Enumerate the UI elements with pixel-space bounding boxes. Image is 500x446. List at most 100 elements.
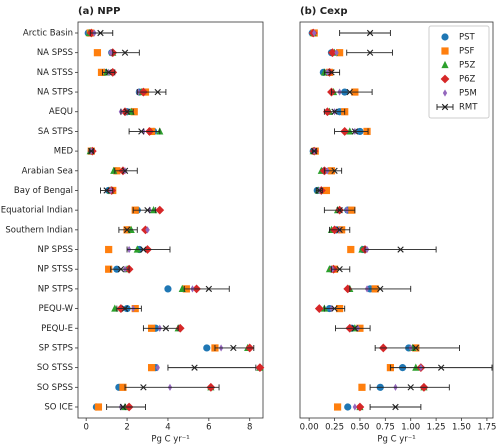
legend-label: P5M (459, 89, 477, 99)
y-tick-label: MED (54, 147, 74, 157)
y-tick-label: NP STPS (38, 284, 73, 294)
marker (397, 246, 404, 253)
marker (347, 245, 355, 254)
y-tick-label: SO SPSS (37, 383, 73, 393)
marker (147, 364, 156, 372)
marker (328, 69, 335, 76)
plot-frame (77, 21, 264, 419)
marker (407, 384, 414, 391)
marker (346, 127, 354, 135)
y-tick-label: SP STPS (39, 343, 73, 353)
marker (336, 226, 343, 234)
y-tick-label: PEQU-W (38, 304, 73, 314)
marker (331, 108, 338, 115)
legend-marker (441, 103, 449, 111)
marker (205, 285, 213, 293)
marker (392, 403, 399, 411)
marker (119, 383, 127, 391)
marker (351, 325, 359, 332)
y-tick-label: NP STSS (37, 265, 73, 275)
x-tick-label: 1.50 (452, 423, 471, 433)
marker (331, 305, 338, 312)
marker (352, 403, 358, 411)
marker (346, 88, 353, 96)
error-bar (183, 285, 230, 292)
y-tick-label: Equatorial Indian (1, 206, 73, 216)
error-bar (339, 30, 391, 36)
x-tick-label: 8 (247, 423, 252, 433)
marker (191, 364, 198, 371)
marker (366, 49, 374, 56)
y-tick-label: NP SPSS (38, 245, 74, 255)
legend-marker (441, 33, 449, 41)
marker (97, 68, 106, 76)
marker (133, 245, 141, 253)
marker (94, 403, 103, 411)
marker (119, 403, 127, 411)
plot-frame (299, 21, 494, 419)
panel-title: (b) Cexp (300, 6, 348, 17)
marker (314, 304, 324, 313)
error-bar (331, 266, 351, 273)
marker (130, 108, 138, 116)
marker (333, 403, 342, 411)
marker (140, 384, 147, 391)
error-bar (167, 364, 257, 371)
error-bar (110, 266, 130, 273)
marker (203, 344, 211, 352)
marker (230, 344, 237, 352)
x-tick-label: 1.00 (401, 423, 420, 433)
marker (322, 186, 331, 195)
marker (438, 364, 445, 371)
error-bar (124, 384, 220, 391)
marker (351, 128, 359, 135)
legend-marker (441, 60, 449, 69)
marker (121, 167, 129, 174)
marker (127, 225, 135, 233)
error-bar (331, 89, 373, 96)
marker (164, 285, 172, 293)
x-tick-label: 0.75 (376, 423, 395, 433)
error-bar (335, 325, 371, 332)
marker (155, 364, 160, 372)
legend-label: P5Z (459, 61, 476, 71)
y-tick-label: SO STSS (37, 363, 73, 373)
marker (162, 325, 170, 332)
error-bar (126, 246, 171, 253)
marker (312, 29, 317, 37)
y-tick-label: Arctic Basin (23, 29, 73, 39)
x-tick-label: 4 (165, 423, 170, 433)
legend-marker (440, 74, 450, 84)
x-tick-label: 2 (124, 423, 129, 433)
error-bar (334, 128, 369, 135)
x-axis-label: Pg C yr⁻¹ (151, 435, 189, 445)
marker (140, 246, 147, 253)
marker (105, 245, 113, 254)
error-bar (116, 305, 142, 312)
error-bar (142, 325, 179, 332)
marker (255, 363, 265, 373)
marker (328, 48, 337, 58)
marker (105, 69, 112, 76)
marker (88, 147, 95, 155)
marker (138, 128, 145, 135)
marker (117, 266, 125, 273)
y-tick-label: Bay of Bengal (14, 186, 73, 196)
marker (336, 49, 344, 57)
panel-title: (a) NPP (78, 6, 120, 17)
marker (316, 187, 323, 194)
y-tick-label: SO ICE (44, 403, 73, 413)
error-bar (89, 30, 114, 36)
marker (336, 266, 343, 273)
x-tick-label: 6 (206, 423, 211, 433)
error-bar (214, 344, 255, 351)
marker (412, 344, 419, 352)
marker (355, 402, 365, 412)
marker (145, 226, 150, 234)
legend-marker (441, 47, 449, 55)
marker (110, 166, 118, 174)
y-tick-label: NA STPS (37, 88, 73, 98)
marker (377, 285, 384, 293)
y-tick-label: Arabian Sea (22, 166, 73, 176)
